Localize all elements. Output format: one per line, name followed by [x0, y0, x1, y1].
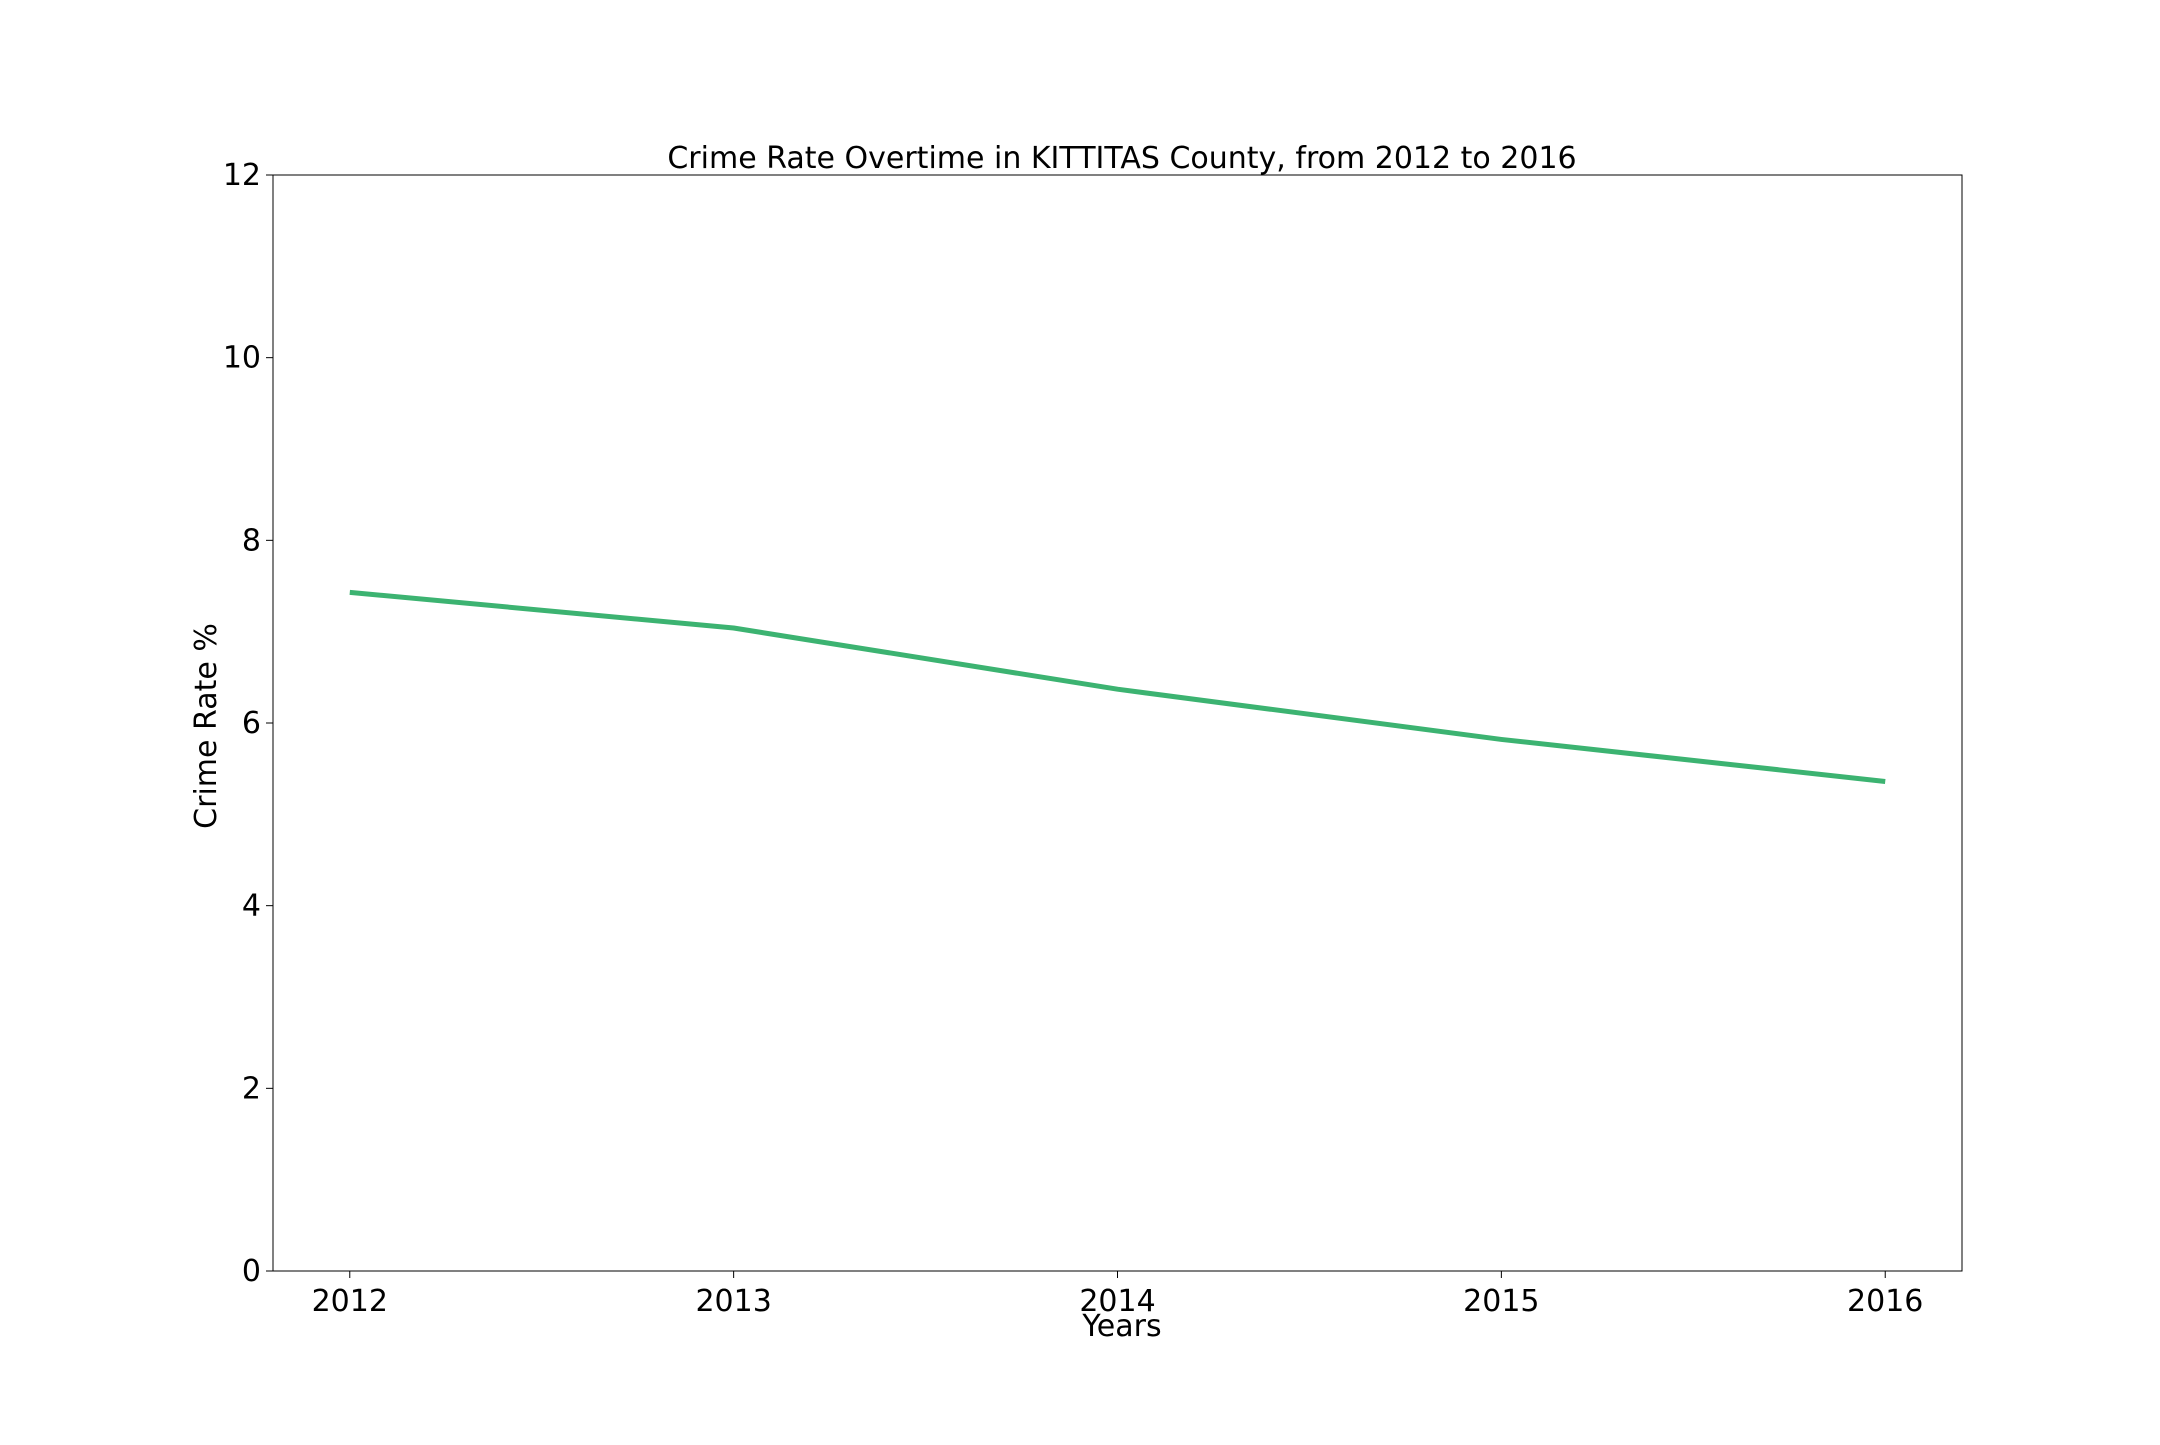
y-tick-label: 8 [242, 523, 261, 558]
data-point [1883, 779, 1888, 784]
x-axis-label: Years [1081, 1309, 1161, 1344]
x-tick-label: 2016 [1847, 1284, 1923, 1319]
y-tick-label: 4 [242, 889, 261, 924]
data-point [731, 626, 736, 631]
x-axis: 2012 2013 2014 2015 2016 [312, 1271, 1923, 1319]
series-layer [347, 589, 1888, 784]
y-tick-label: 12 [223, 158, 261, 193]
y-tick-label: 10 [223, 341, 261, 376]
series-line-0 [349, 589, 1886, 784]
chart-title: Crime Rate Overtime in KITTITAS County, … [667, 141, 1576, 176]
y-tick-label: 2 [242, 1071, 261, 1106]
y-axis-label: Crime Rate % [189, 623, 224, 829]
x-tick-label: 2014 [1079, 1284, 1155, 1319]
data-point [347, 590, 352, 595]
y-axis: 0 2 4 6 8 10 12 [223, 158, 273, 1289]
x-tick-label: 2012 [312, 1284, 388, 1319]
data-point [1499, 737, 1504, 742]
y-tick-label: 6 [242, 706, 261, 741]
x-tick-label: 2013 [695, 1284, 771, 1319]
y-tick-label: 0 [242, 1254, 261, 1289]
data-point [1115, 687, 1120, 692]
x-tick-label: 2015 [1463, 1284, 1539, 1319]
